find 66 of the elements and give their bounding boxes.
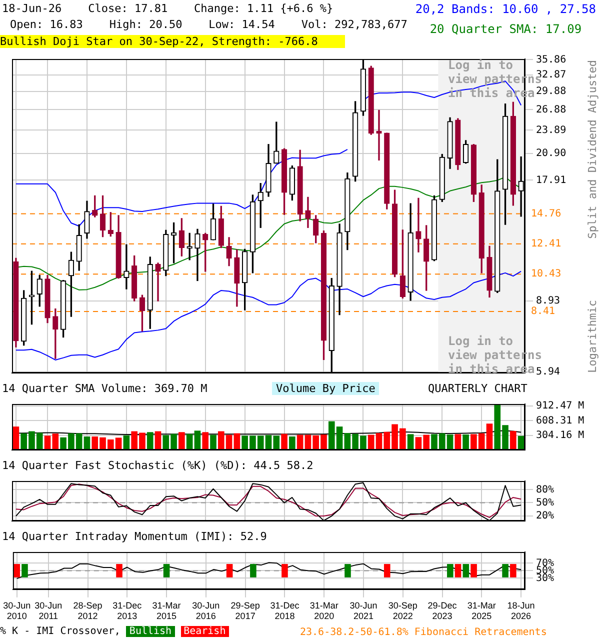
bar <box>52 434 59 450</box>
text: Logarithmic <box>586 300 599 373</box>
x-tick-label: 29-Sep 2017 <box>230 600 260 622</box>
y-tick-label: 304.16 M <box>536 430 584 441</box>
chart-title: 14 Quarter SMA Volume: 369.70 M <box>2 382 208 395</box>
y-tick-label: 17.91 <box>536 174 566 186</box>
text: 23.6-38.2-50-61.8% Fibonacci Retracements <box>300 627 547 638</box>
chart-subtitle: Open: 16.83 High: 20.50 Low: 14.54 Vol: 292,783,677 <box>10 18 408 31</box>
y-tick-label: 80% <box>536 484 554 496</box>
x-tick-label: 30-Jun 2016 <box>192 600 220 622</box>
x-tick-label: 30-Jun 2010 <box>3 600 31 622</box>
y-axis-title: Split and Dividend Adjusted <box>586 60 599 239</box>
ref-line-label: 8.41 <box>531 306 556 318</box>
x-tick-label: 30-Jun 2011 <box>34 600 62 622</box>
bar <box>281 434 288 450</box>
chart-title: 14 Quarter Fast Stochastic (%K) (%D): 44.5 58.2 <box>2 459 314 472</box>
y-tick-label: 50% <box>536 497 554 508</box>
y-tick-label: 912.47 M <box>536 400 584 412</box>
legend-title: % K - IMI Crossover, <box>0 626 120 637</box>
x-tick-label: 28-Sep 2012 <box>73 600 102 622</box>
x-tick-label: 31-Dec 2018 <box>270 600 300 622</box>
bar <box>178 432 185 450</box>
text: Bullish <box>126 626 175 637</box>
y-tick-label: 20% <box>536 510 554 522</box>
bar <box>12 426 20 450</box>
text: QUARTERLY CHART <box>428 382 528 395</box>
chart-title: 14 Quarter Intraday Momentum (IMI): 52.9 <box>2 530 267 543</box>
bar <box>454 434 462 450</box>
text: Bearish <box>180 626 229 637</box>
y-tick-label: 29.88 <box>536 86 566 97</box>
ref-line-label: 14.76 <box>531 208 562 220</box>
y-tick-label: 30% <box>536 572 554 584</box>
y-tick-label: 8.93 <box>536 296 560 307</box>
candlestick <box>124 244 130 290</box>
bar <box>510 430 516 450</box>
x-tick-label: 30-Jun 2021 <box>350 600 378 622</box>
candlestick <box>155 262 161 302</box>
y-tick-label: 5.94 <box>536 366 560 378</box>
text: Volume By Price <box>272 382 380 395</box>
y-tick-label: 23.89 <box>536 124 566 136</box>
chart-title: 18-Jun-26 Close: 17.81 Change: 1.11 {+6.6 %} <box>2 2 334 15</box>
bar <box>202 432 209 450</box>
text: 20 Quarter SMA: 17.09 <box>430 22 582 36</box>
text: 20,2 Bands: 10.60 , 27.58 <box>415 2 596 16</box>
bar <box>289 436 296 450</box>
bar <box>146 432 154 450</box>
x-tick-label: 31-Dec 2013 <box>112 600 142 622</box>
candlestick <box>416 198 422 252</box>
bar <box>462 434 469 450</box>
bar <box>194 430 201 450</box>
x-tick-label: 29-Dec 2023 <box>428 600 458 622</box>
x-tick-label: 31-Mar 2025 <box>467 600 496 622</box>
bar <box>486 424 493 450</box>
ref-line-label: 12.41 <box>531 238 562 250</box>
y-tick-label: 20.90 <box>536 148 566 159</box>
x-tick-label: 31-Mar 2020 <box>310 600 338 622</box>
y-tick-label: 35.86 <box>536 54 566 66</box>
x-tick-label: 18-Jun 2026 <box>507 600 535 622</box>
bar <box>407 434 414 450</box>
text: Bullish Doji Star on 30-Sep-22, Strength: -766.8 <box>0 35 345 48</box>
ref-line-label: 10.43 <box>531 268 562 280</box>
x-tick-label: 30-Sep 2022 <box>388 600 418 622</box>
x-tick-label: 31-Mar 2015 <box>152 600 181 622</box>
y-tick-label: 608.31 M <box>536 415 584 426</box>
bar <box>210 434 216 450</box>
y-tick-label: 26.88 <box>536 104 566 116</box>
